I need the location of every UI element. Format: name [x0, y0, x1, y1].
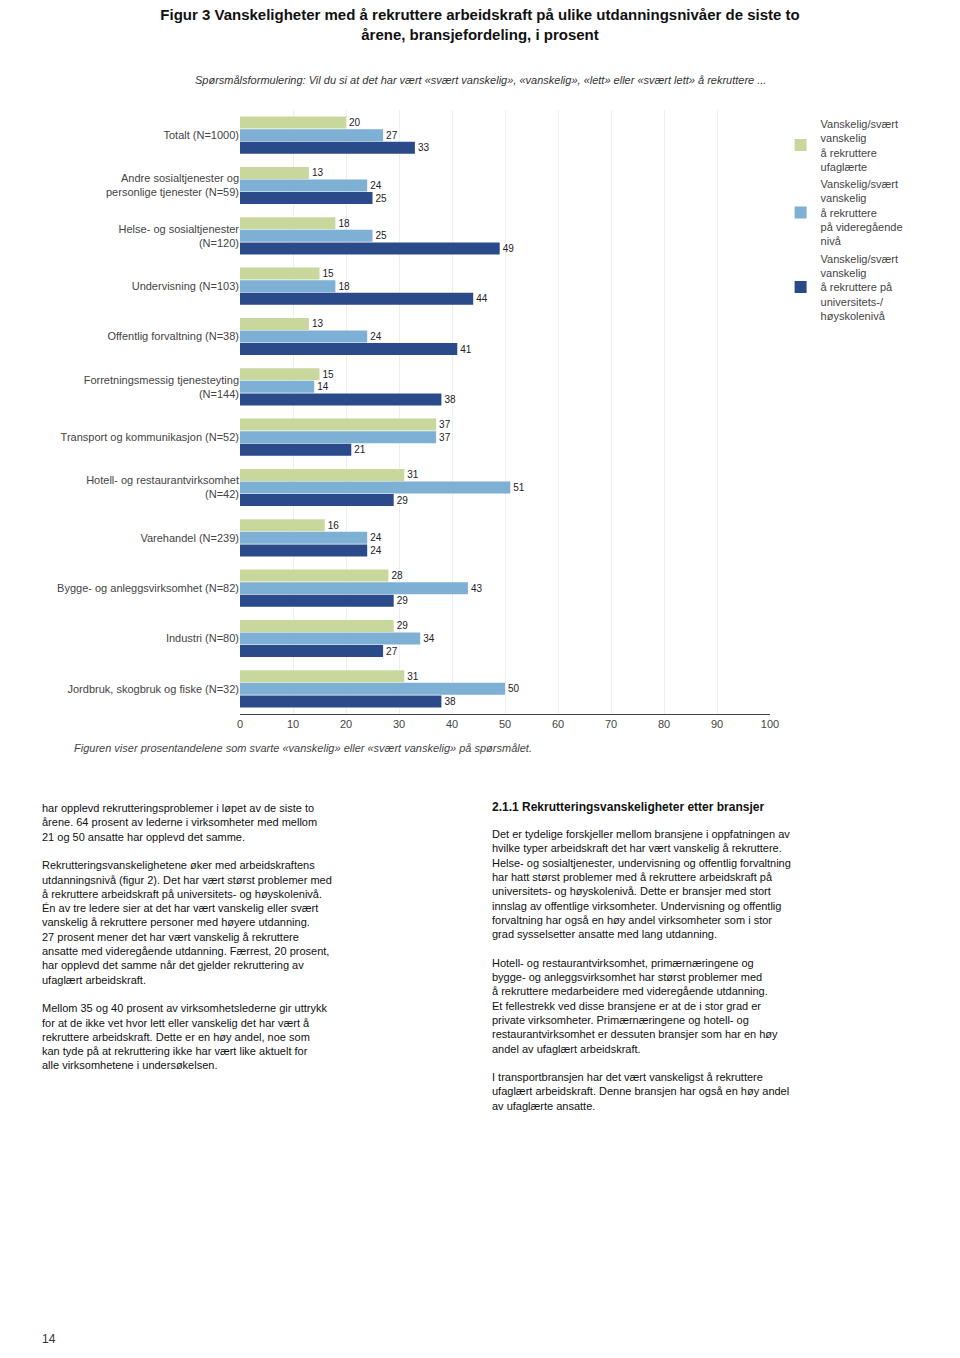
svg-text:30: 30 [393, 718, 405, 730]
svg-text:Totalt (N=1000): Totalt (N=1000) [163, 129, 239, 141]
svg-text:15: 15 [323, 369, 335, 380]
svg-text:24: 24 [370, 532, 382, 543]
svg-text:24: 24 [370, 545, 382, 556]
svg-text:38: 38 [444, 394, 456, 405]
svg-text:20: 20 [340, 718, 352, 730]
svg-text:43: 43 [471, 583, 483, 594]
svg-text:Figur 3 Vanskeligheter med å r: Figur 3 Vanskeligheter med å rekruttere … [160, 6, 799, 43]
svg-text:18: 18 [338, 218, 350, 229]
svg-text:har opplevd rekrutteringsprobl: har opplevd rekrutteringsproblemer i løp… [42, 802, 332, 1071]
svg-text:20: 20 [349, 117, 361, 128]
svg-text:90: 90 [711, 718, 723, 730]
svg-text:Forretningsmessig tjenesteytin: Forretningsmessig tjenesteyting(N=144) [84, 374, 239, 400]
svg-text:44: 44 [476, 293, 488, 304]
svg-text:50: 50 [499, 718, 511, 730]
svg-text:40: 40 [446, 718, 458, 730]
svg-text:27: 27 [386, 646, 398, 657]
svg-text:Hotell- og restaurantvirksomhe: Hotell- og restaurantvirksomhet(N=42) [86, 474, 239, 500]
svg-text:80: 80 [658, 718, 670, 730]
svg-text:Offentlig forvaltning (N=38): Offentlig forvaltning (N=38) [107, 330, 239, 342]
svg-text:Industri (N=80): Industri (N=80) [166, 632, 239, 644]
svg-text:13: 13 [312, 318, 324, 329]
svg-text:27: 27 [386, 130, 398, 141]
svg-text:Transport og kommunikasjon (N=: Transport og kommunikasjon (N=52) [61, 431, 239, 443]
svg-text:31: 31 [407, 469, 419, 480]
svg-text:38: 38 [444, 696, 456, 707]
svg-text:29: 29 [397, 595, 409, 606]
svg-text:Jordbruk, skogbruk og fiske (N: Jordbruk, skogbruk og fiske (N=32) [68, 683, 240, 695]
svg-text:31: 31 [407, 671, 419, 682]
svg-text:49: 49 [503, 243, 515, 254]
svg-text:Vanskelig/sværtvanskeligå rekr: Vanskelig/sværtvanskeligå rekrutterepå v… [821, 178, 903, 247]
svg-text:Vanskelig/sværtvanskeligå rekr: Vanskelig/sværtvanskeligå rekruttere påu… [821, 253, 898, 322]
svg-text:29: 29 [397, 495, 409, 506]
svg-text:25: 25 [376, 230, 388, 241]
svg-text:37: 37 [439, 432, 451, 443]
svg-text:0: 0 [237, 718, 243, 730]
svg-text:Det er tydelige forskjeller me: Det er tydelige forskjeller mellom brans… [492, 828, 791, 1112]
svg-text:10: 10 [287, 718, 299, 730]
svg-text:13: 13 [312, 167, 324, 178]
svg-text:Helse- og sosialtjenester(N=12: Helse- og sosialtjenester(N=120) [119, 223, 240, 249]
svg-text:70: 70 [605, 718, 617, 730]
svg-text:Vanskelig/sværtvanskeligå rekr: Vanskelig/sværtvanskeligå rekruttereufag… [821, 118, 898, 173]
svg-text:33: 33 [418, 142, 430, 153]
svg-text:37: 37 [439, 419, 451, 430]
svg-text:14: 14 [42, 1332, 56, 1346]
svg-text:25: 25 [376, 193, 388, 204]
svg-text:100: 100 [761, 718, 779, 730]
svg-text:51: 51 [513, 482, 525, 493]
svg-text:29: 29 [397, 620, 409, 631]
svg-text:Bygge- og anleggsvirksomhet (N: Bygge- og anleggsvirksomhet (N=82) [57, 582, 239, 594]
svg-text:21: 21 [354, 444, 366, 455]
svg-text:14: 14 [317, 381, 329, 392]
svg-text:28: 28 [391, 570, 403, 581]
svg-text:60: 60 [552, 718, 564, 730]
svg-text:Figuren viser prosentandelene: Figuren viser prosentandelene som svarte… [74, 742, 532, 754]
svg-text:Varehandel (N=239): Varehandel (N=239) [140, 532, 239, 544]
svg-text:2.1.1 Rekrutteringsvanskelighe: 2.1.1 Rekrutteringsvanskeligheter etter … [492, 800, 764, 814]
svg-text:24: 24 [370, 180, 382, 191]
svg-text:16: 16 [328, 520, 340, 531]
svg-text:Spørsmålsformulering: Vil du s: Spørsmålsformulering: Vil du si at det h… [195, 74, 766, 86]
svg-text:41: 41 [460, 344, 472, 355]
svg-text:Andre sosialtjenester ogperson: Andre sosialtjenester ogpersonlige tjene… [106, 172, 239, 198]
svg-text:Undervisning (N=103): Undervisning (N=103) [132, 280, 239, 292]
svg-text:34: 34 [423, 633, 435, 644]
svg-text:15: 15 [323, 268, 335, 279]
svg-text:24: 24 [370, 331, 382, 342]
svg-text:50: 50 [508, 683, 520, 694]
svg-text:18: 18 [338, 281, 350, 292]
